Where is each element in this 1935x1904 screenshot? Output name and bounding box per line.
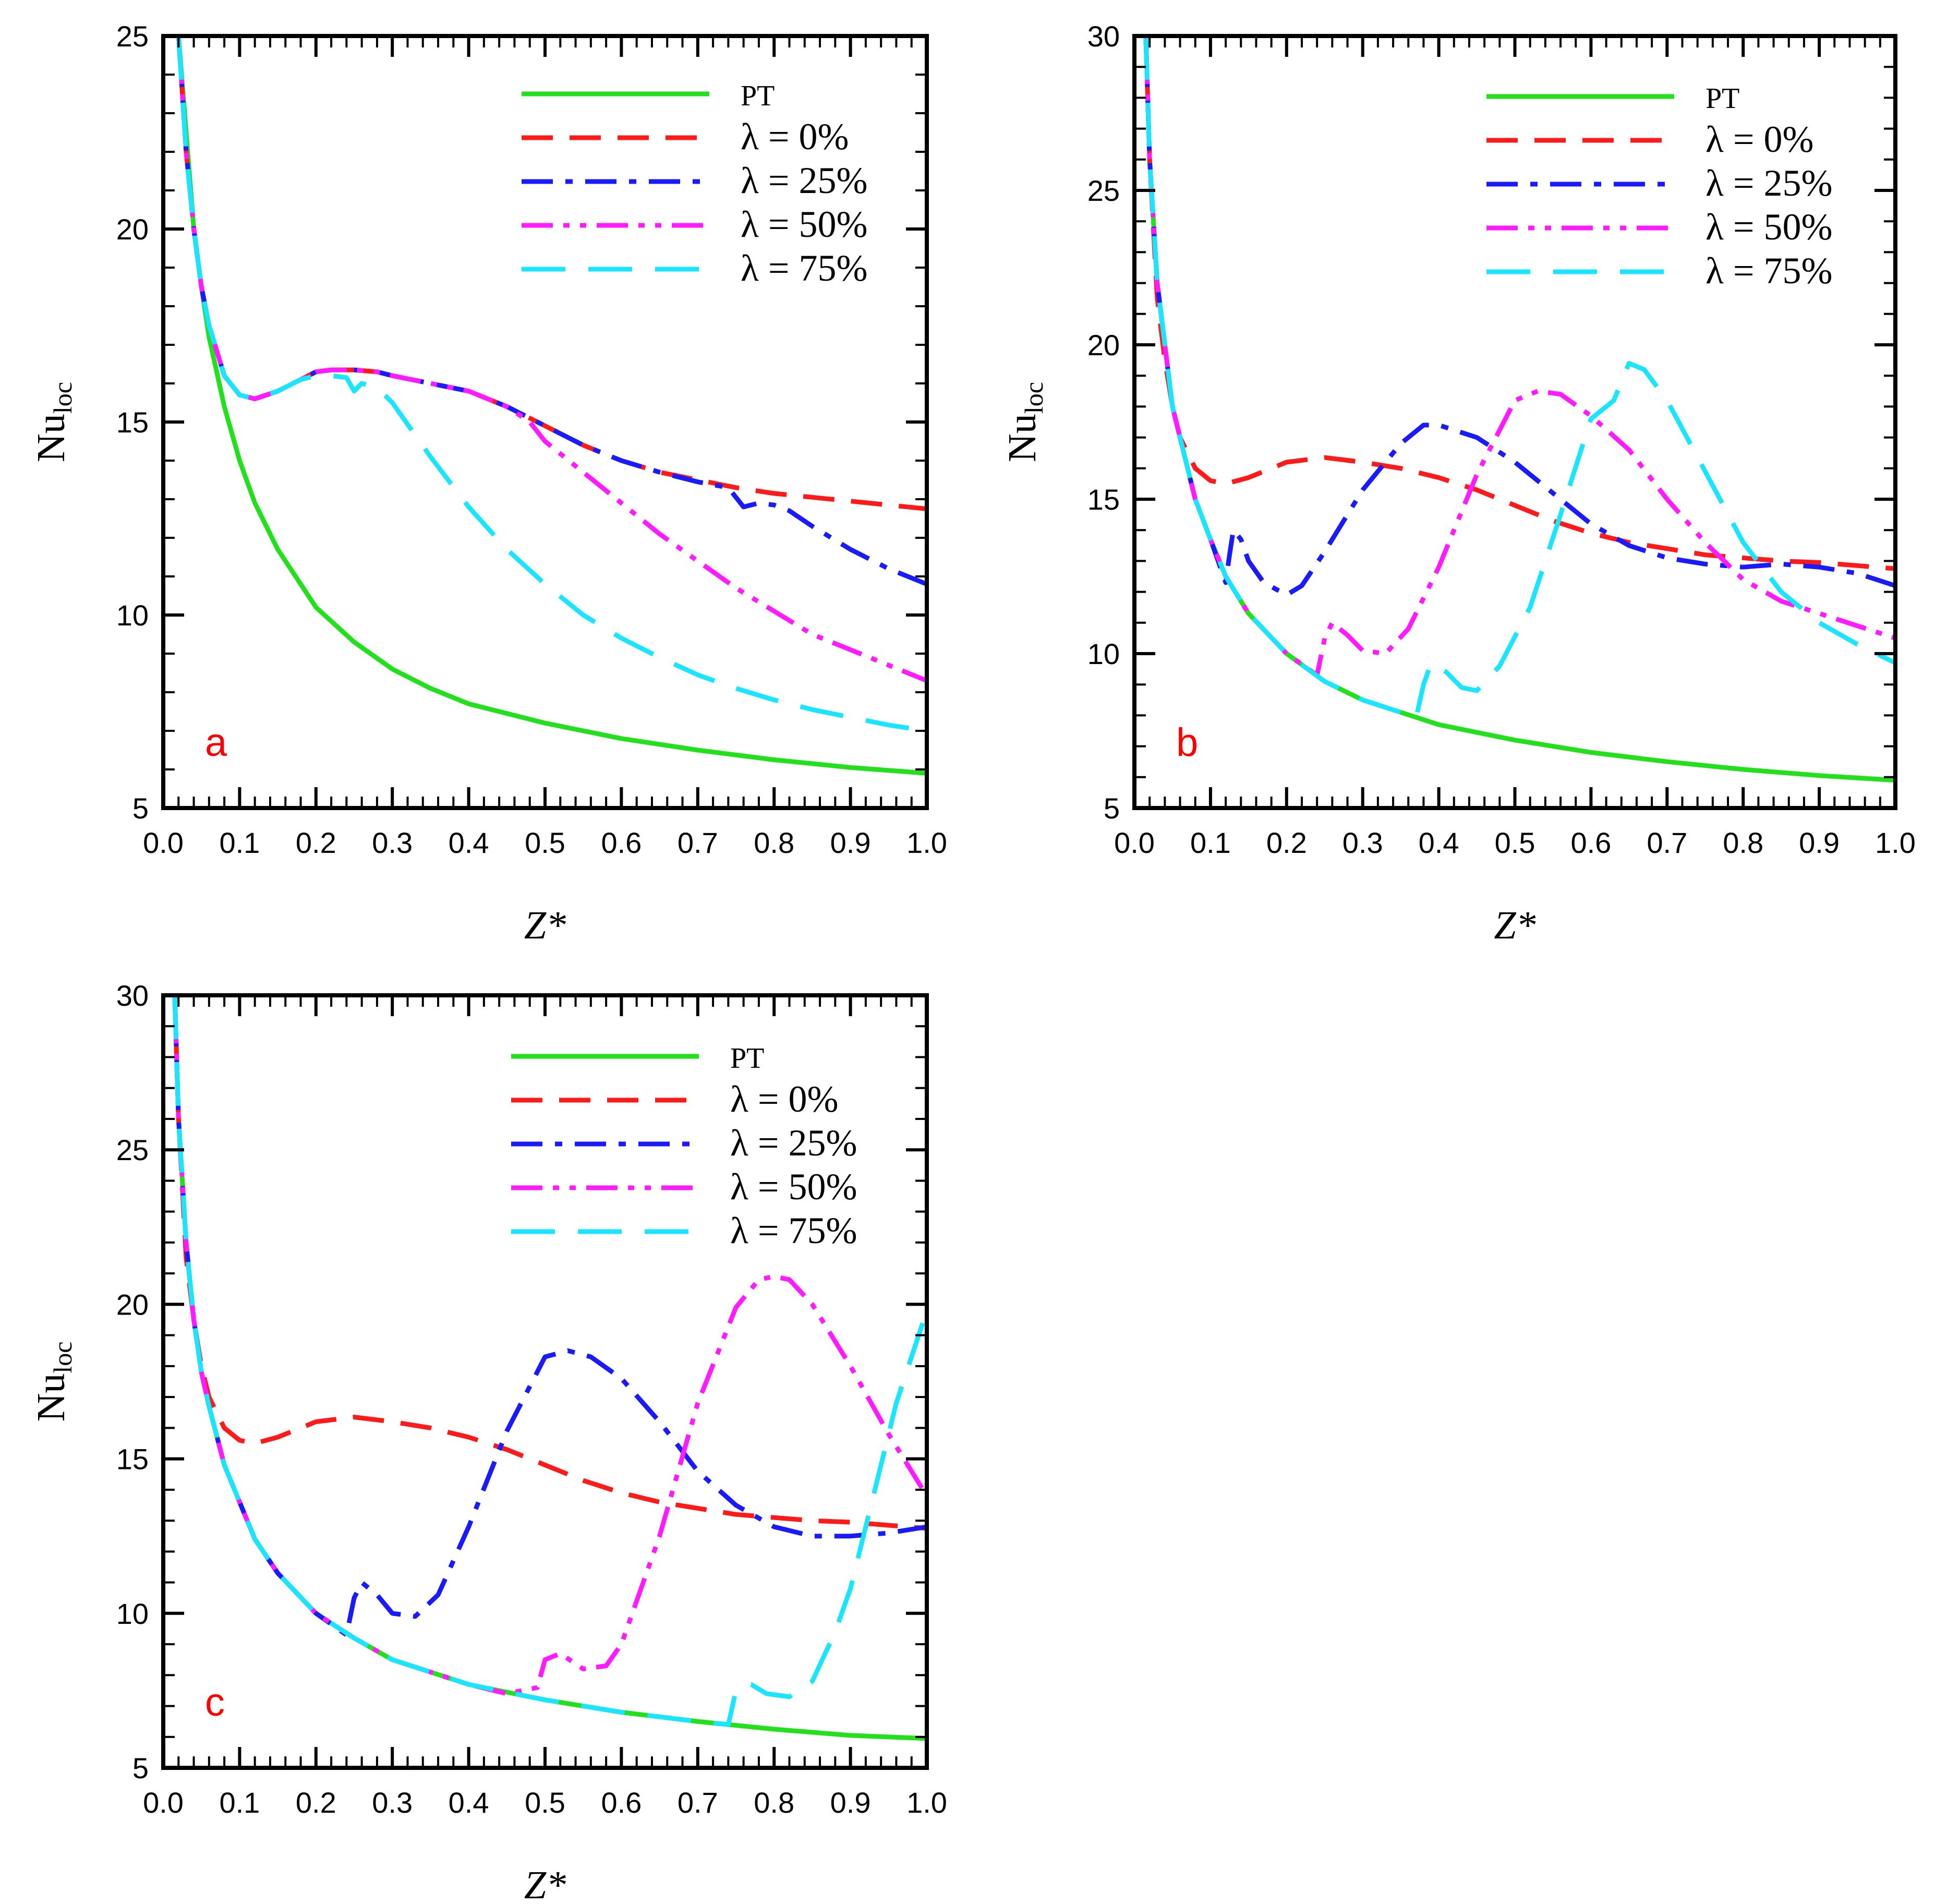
panel-b: 0.0 0.1 0.2 0.3 0.4 0.5 0.6 0.7 0.8 0.9 1.0 5 10 15 20… — [1000, 20, 1916, 947]
x-tick-label: 0.6 — [601, 1786, 642, 1819]
legend-label-1: λ = 0% — [741, 116, 849, 158]
y-axis-title: Nuloc — [1000, 382, 1048, 462]
y-axis-title-main: Nu — [1000, 414, 1044, 462]
legend-label-1: λ = 0% — [730, 1078, 839, 1120]
legend-label-1: λ = 0% — [1706, 118, 1814, 160]
series-line-1 — [1143, 36, 1895, 571]
series-line-4 — [176, 36, 927, 733]
x-axis-title: Z* — [524, 903, 566, 947]
series-line-1 — [172, 995, 927, 1531]
x-tick-label: 0.3 — [372, 826, 413, 859]
legend-label-0: PT — [730, 1042, 764, 1075]
y-tick-label: 30 — [116, 979, 149, 1012]
y-axis-title: Nuloc — [29, 382, 77, 462]
series-line-3 — [1143, 36, 1895, 678]
x-tick-label: 0.2 — [1266, 826, 1307, 859]
x-tick-label: 0.9 — [1799, 826, 1840, 859]
y-axis-title-sub: loc — [1019, 382, 1048, 414]
y-tick-label: 25 — [116, 20, 149, 53]
panel-a: 0.0 0.1 0.2 0.3 0.4 0.5 0.6 0.7 0.8 0.9 1.0 5 10 15 20… — [29, 20, 947, 947]
legend-label-2: λ = 25% — [741, 160, 868, 201]
x-tick-label: 1.0 — [906, 1786, 947, 1819]
panel-letter: a — [205, 720, 227, 765]
legend-label-4: λ = 75% — [1706, 250, 1833, 292]
x-tick-label: 0.4 — [449, 1786, 489, 1819]
y-tick-label: 5 — [132, 1752, 149, 1785]
y-tick-label: 10 — [116, 1597, 149, 1630]
y-tick-label: 25 — [1087, 174, 1120, 207]
x-tick-label: 0.0 — [143, 1786, 184, 1819]
y-axis-title-main: Nu — [29, 414, 73, 462]
legend-label-4: λ = 75% — [730, 1210, 857, 1251]
y-tick-label: 20 — [116, 1288, 149, 1321]
y-tick-label: 10 — [1087, 637, 1120, 670]
y-tick-label: 25 — [116, 1134, 149, 1166]
y-axis-title-main: Nu — [29, 1373, 73, 1422]
x-tick-label: 0.7 — [678, 826, 718, 859]
y-tick-label: 10 — [116, 599, 149, 632]
y-tick-label: 5 — [132, 792, 149, 825]
x-tick-label: 1.0 — [906, 826, 947, 859]
series-line-3 — [176, 36, 927, 683]
y-tick-label: 15 — [116, 406, 149, 439]
x-tick-label: 0.4 — [449, 826, 489, 859]
x-tick-label: 0.9 — [830, 1786, 871, 1819]
x-tick-label: 0.6 — [601, 826, 642, 859]
x-tick-label: 0.1 — [219, 826, 260, 859]
x-tick-label: 0.5 — [525, 826, 565, 859]
y-tick-label: 5 — [1104, 792, 1120, 825]
y-tick-label: 20 — [1087, 329, 1120, 361]
y-axis-title-sub: loc — [48, 1342, 77, 1373]
series-line-2 — [172, 995, 927, 1637]
series-line-4 — [172, 995, 927, 1727]
x-tick-label: 0.3 — [1343, 826, 1383, 859]
legend-label-3: λ = 50% — [1706, 206, 1833, 248]
series-line-4 — [1143, 36, 1895, 721]
panel-letter: b — [1176, 720, 1198, 765]
legend-label-0: PT — [741, 80, 775, 112]
x-tick-label: 0.8 — [754, 826, 794, 859]
y-axis-title: Nuloc — [29, 1342, 77, 1422]
x-tick-label: 0.3 — [372, 1786, 413, 1819]
y-axis-title-sub: loc — [48, 382, 77, 414]
series-line-2 — [1143, 36, 1895, 597]
x-axis-title: Z* — [1494, 903, 1535, 947]
legend-label-3: λ = 50% — [741, 203, 868, 245]
x-tick-label: 0.1 — [219, 1786, 260, 1819]
x-tick-label: 0.6 — [1570, 826, 1611, 859]
x-tick-label: 0.8 — [754, 1786, 794, 1819]
x-tick-label: 0.0 — [1114, 826, 1155, 859]
y-tick-label: 15 — [116, 1443, 149, 1476]
panel-letter: c — [205, 1680, 225, 1725]
y-tick-label: 20 — [116, 213, 149, 246]
x-tick-label: 0.0 — [143, 826, 184, 859]
x-tick-label: 0.5 — [525, 1786, 565, 1819]
x-tick-label: 0.5 — [1495, 826, 1535, 859]
y-tick-label: 30 — [1087, 20, 1120, 53]
x-tick-label: 0.1 — [1190, 826, 1231, 859]
x-tick-label: 1.0 — [1875, 826, 1916, 859]
x-tick-label: 0.7 — [678, 1786, 718, 1819]
panel-c: 0.0 0.1 0.2 0.3 0.4 0.5 0.6 0.7 0.8 0.9 1.0 5 10 15 20… — [29, 979, 947, 1904]
x-tick-label: 0.4 — [1419, 826, 1459, 859]
legend-label-2: λ = 25% — [1706, 162, 1833, 204]
legend-label-3: λ = 50% — [730, 1166, 857, 1208]
x-tick-label: 0.2 — [296, 826, 336, 859]
legend-label-2: λ = 25% — [730, 1122, 857, 1164]
x-tick-label: 0.2 — [296, 1786, 336, 1819]
x-axis-title: Z* — [524, 1863, 566, 1904]
x-tick-label: 0.9 — [830, 826, 871, 859]
x-tick-label: 0.7 — [1647, 826, 1687, 859]
legend-label-0: PT — [1706, 82, 1739, 115]
legend-label-4: λ = 75% — [741, 247, 868, 289]
x-tick-label: 0.8 — [1723, 826, 1763, 859]
y-tick-label: 15 — [1087, 483, 1120, 516]
